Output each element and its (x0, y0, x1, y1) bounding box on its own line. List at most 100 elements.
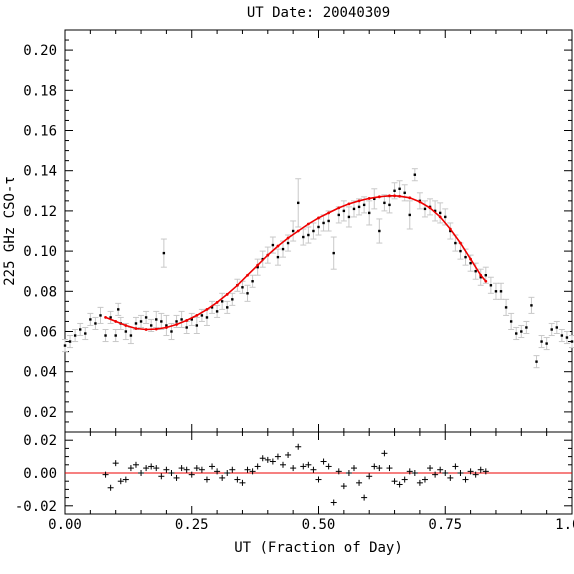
data-point-errorbar (203, 308, 210, 326)
y-tick-label: 0.04 (23, 365, 57, 381)
data-point-errorbar (503, 298, 510, 316)
data-point (89, 318, 92, 321)
data-point-errorbar (432, 200, 439, 222)
data-point (68, 340, 72, 343)
data-point (73, 334, 77, 337)
x-tick-label: 0.00 (48, 517, 82, 533)
residual-point (214, 468, 221, 475)
data-point-errorbar (193, 316, 200, 335)
residual-point (386, 465, 393, 472)
data-point (332, 251, 335, 255)
x-tick-label: 1.00 (555, 517, 574, 533)
data-point (403, 191, 406, 195)
fit-curve-point (408, 196, 412, 200)
residual-point (274, 453, 281, 460)
fit-curve-point (377, 195, 381, 199)
data-point-errorbar (543, 337, 550, 351)
data-point (438, 211, 442, 215)
residual-point (290, 465, 297, 472)
data-point (535, 360, 538, 363)
data-point-errorbar (381, 194, 388, 212)
residual-point (153, 465, 160, 472)
data-point (459, 249, 462, 253)
residual-point (340, 483, 347, 490)
fit-curve-point (418, 200, 422, 204)
residual-point (457, 470, 464, 476)
data-point (469, 261, 472, 265)
residual-point (285, 451, 292, 458)
data-point (413, 173, 417, 176)
data-point (162, 251, 166, 255)
data-point (200, 314, 204, 317)
data-point-errorbar (477, 268, 484, 286)
data-point (454, 241, 457, 245)
data-point (337, 213, 340, 217)
residual-point (416, 479, 423, 486)
data-point (479, 276, 482, 279)
data-point (327, 219, 330, 223)
data-point-errorbar (447, 222, 454, 240)
data-point-errorbar (254, 258, 261, 276)
data-point-errorbar (320, 214, 327, 232)
data-point (170, 330, 173, 333)
residual-plot-panel: 0.00 0.25 0.50 0.75 1.00 0.02 0.00 -0.02 (15, 431, 574, 533)
residual-point (391, 478, 398, 485)
residual-point (421, 476, 428, 483)
data-point (312, 229, 315, 233)
residual-point (143, 465, 150, 472)
data-point-errorbar (290, 220, 297, 242)
residual-point (452, 463, 459, 470)
data-point (515, 332, 518, 335)
fit-curve-point (124, 324, 128, 327)
residual-point (325, 463, 332, 470)
data-point (195, 324, 199, 327)
data-point (246, 292, 249, 295)
data-point (241, 286, 244, 289)
data-point (231, 298, 234, 301)
residual-point (376, 465, 383, 472)
residual-point (345, 470, 352, 476)
y-tick-label: 0.14 (23, 164, 57, 180)
fit-curve-point (195, 314, 199, 317)
data-point-errorbar (209, 300, 216, 314)
residual-point (158, 473, 165, 480)
data-point (251, 280, 254, 283)
fit-curve-point (215, 300, 219, 304)
fit-curve-point (479, 273, 483, 277)
fit-curve-point (296, 229, 300, 233)
residual-point (249, 468, 256, 475)
data-point-errorbar (295, 178, 302, 228)
fit-curve-point (246, 273, 249, 277)
data-point (520, 330, 523, 333)
data-point-errorbar (330, 236, 337, 270)
data-point-errorbar (340, 200, 347, 222)
x-tick-label: 0.75 (428, 517, 462, 533)
data-point (205, 316, 209, 319)
residual-point (234, 476, 241, 483)
data-point (84, 332, 87, 335)
residual-point (132, 461, 139, 468)
residual-point (472, 471, 479, 478)
data-point (271, 243, 275, 247)
y-axis-label: 225 GHz CSO-τ (2, 176, 18, 286)
data-point-errorbar (315, 218, 322, 236)
data-point-errorbar (115, 302, 122, 316)
data-point-errorbar (62, 339, 68, 353)
data-point (347, 215, 351, 219)
data-point-errorbar (188, 312, 195, 326)
data-point (190, 318, 193, 321)
residual-point (188, 471, 195, 478)
data-point (570, 340, 574, 343)
data-point (215, 310, 219, 313)
data-point (378, 229, 381, 233)
fit-curve (105, 195, 487, 331)
fit-curve-point (337, 206, 341, 210)
data-point (525, 326, 528, 329)
data-point-errorbar (72, 328, 79, 343)
residual-point (482, 468, 489, 475)
data-point-errorbar (558, 328, 565, 343)
fit-curve-point (114, 320, 118, 323)
main-plot-panel: 0.02 0.04 0.06 0.08 0.10 0.12 0.14 0.16 0.18 0.20 (23, 29, 574, 433)
data-point-errorbar (406, 200, 413, 230)
